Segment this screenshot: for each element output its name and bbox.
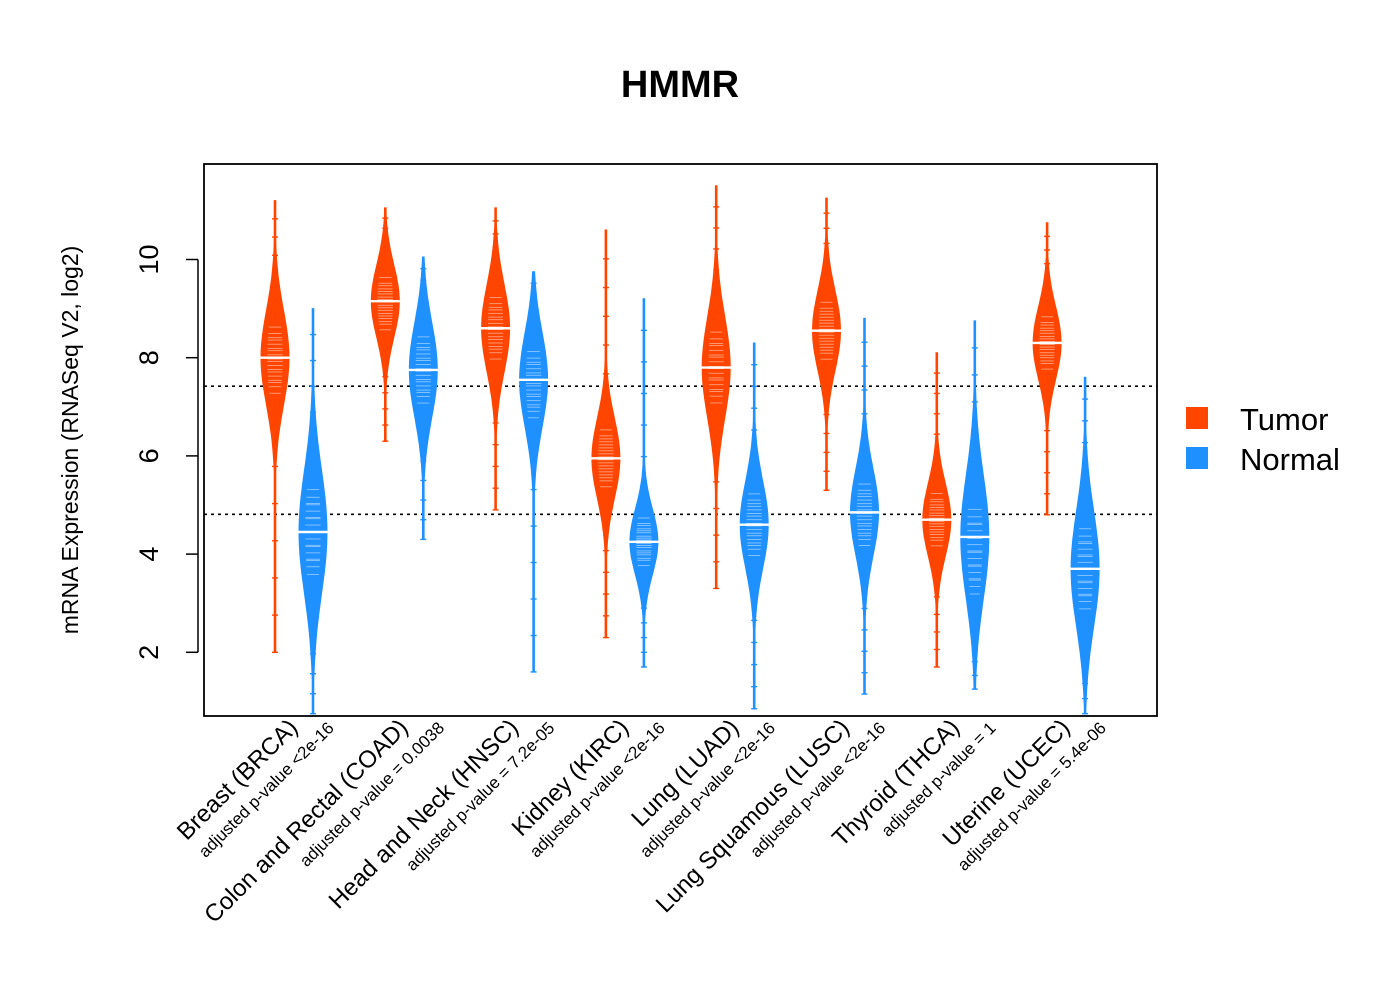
violin-points	[967, 347, 983, 690]
violin-normal	[738, 342, 771, 710]
plot-violins	[259, 185, 1102, 715]
violin-tumor	[259, 200, 291, 653]
legend-swatch-normal	[1186, 447, 1208, 469]
legend-label-normal: Normal	[1240, 442, 1340, 477]
y-tick-label: 8	[134, 350, 164, 365]
violin-normal	[958, 320, 991, 690]
violin-points	[746, 364, 762, 710]
violin-points	[929, 372, 945, 668]
violin-points	[305, 333, 321, 715]
x-axis-category-labels: Breast (BRCA)adjusted p-value <2e-16Colo…	[172, 714, 1110, 928]
violin-tumor	[1031, 222, 1064, 516]
violin-points	[1039, 235, 1055, 516]
violin-normal	[627, 298, 660, 668]
violin-points	[818, 212, 835, 491]
violin-normal	[407, 256, 440, 541]
violin-tumor	[810, 197, 843, 491]
violin-tumor	[369, 207, 402, 442]
y-axis: 2 4 6 8 10	[134, 244, 199, 660]
violin-tumor	[700, 185, 733, 590]
violin-points	[598, 258, 614, 639]
violin-points	[267, 218, 283, 653]
chart-title: HMMR	[621, 64, 739, 106]
violin-normal	[517, 271, 550, 673]
y-tick-label: 4	[134, 547, 164, 562]
violin-normal	[848, 317, 881, 695]
y-tick-label: 6	[134, 448, 164, 463]
legend-label-tumor: Tumor	[1240, 402, 1328, 437]
y-tick-label: 2	[134, 645, 164, 660]
plot-frame	[203, 163, 1158, 717]
legend: Tumor Normal	[1186, 402, 1340, 477]
violin-points	[636, 329, 652, 668]
violin-tumor	[479, 207, 512, 511]
reference-lines	[204, 385, 1157, 516]
y-axis-label: mRNA Expression (RNASeq V2, log2)	[57, 246, 83, 635]
violin-normal	[1069, 376, 1102, 715]
violin-points	[487, 220, 504, 511]
legend-swatch-tumor	[1186, 407, 1208, 429]
violin-tumor	[589, 229, 622, 639]
y-tick-label: 10	[134, 244, 164, 274]
violin-normal	[297, 308, 329, 715]
violin-points	[856, 341, 873, 695]
violin-tumor	[920, 352, 953, 668]
violin-points	[377, 217, 393, 442]
